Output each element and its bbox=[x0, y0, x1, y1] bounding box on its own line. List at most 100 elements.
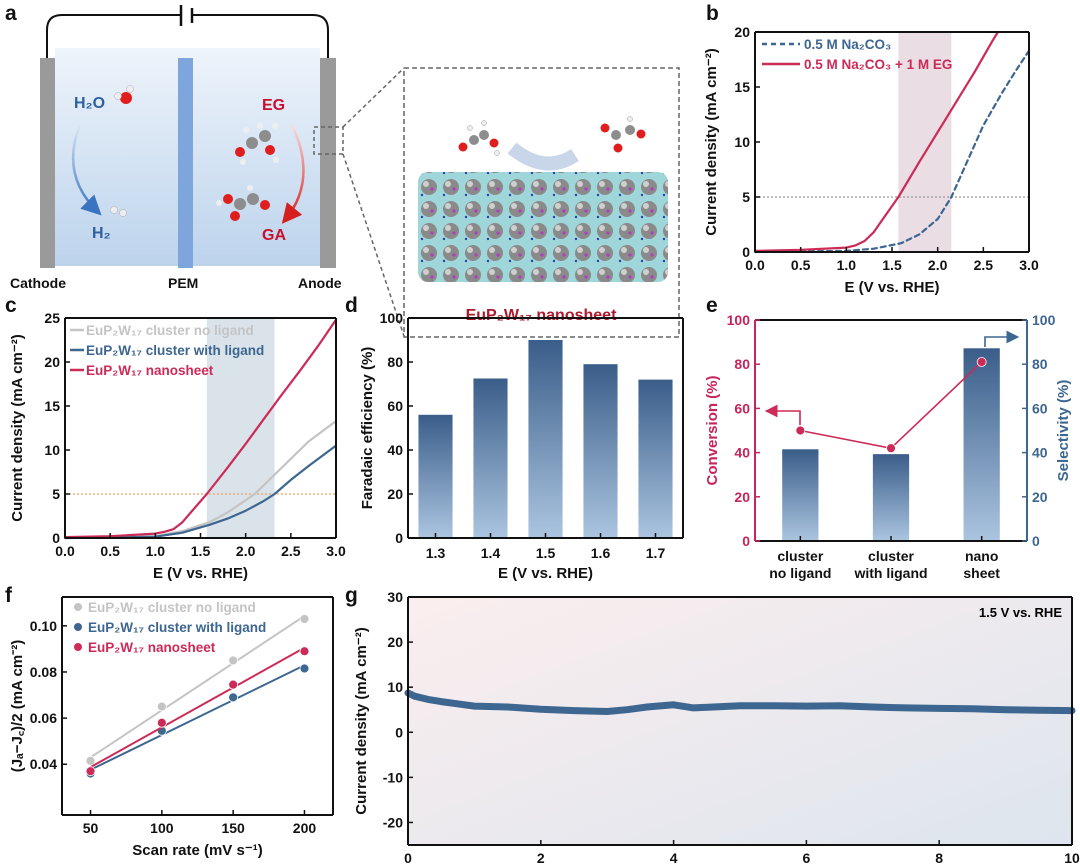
panel-label-d: d bbox=[345, 294, 358, 317]
panel-label-e: e bbox=[706, 294, 718, 317]
panel-label-c: c bbox=[5, 294, 17, 317]
y-tick-label: -10 bbox=[383, 769, 403, 785]
panel-c-chart: 0.0 0.5 1.0 1.5 2.0 2.5 3.0 0 5 10 15 20 25 E (V vs. … bbox=[9, 310, 346, 582]
data-point-e-1-0 bbox=[795, 425, 806, 436]
x-tick-label: 0.5 bbox=[100, 543, 120, 559]
x-tick-label: 0.0 bbox=[55, 543, 75, 559]
pem-label: PEM bbox=[168, 275, 198, 291]
data-point-f-2-2 bbox=[228, 679, 239, 690]
y-tick-label: 80 bbox=[387, 354, 403, 370]
x-tick-label: nano bbox=[965, 548, 998, 564]
x-tick-label: 1.5 bbox=[882, 257, 902, 273]
fit-line-f-0 bbox=[89, 615, 306, 759]
y-tick-label: -20 bbox=[383, 814, 403, 830]
y-tick-label: 0 bbox=[395, 530, 403, 546]
y-tick-label: 10 bbox=[734, 134, 750, 150]
anode-label: Anode bbox=[298, 275, 342, 291]
bar-e-2 bbox=[963, 348, 1000, 541]
x-tick-label: 2.5 bbox=[281, 543, 301, 559]
x-tick-label: 8 bbox=[935, 850, 943, 865]
y-tick-label: 60 bbox=[734, 400, 750, 416]
x-tick-label: 1.5 bbox=[536, 545, 556, 561]
series-line-c-2 bbox=[63, 318, 338, 539]
series-line-b-1 bbox=[753, 30, 999, 252]
eg-label: EG bbox=[262, 97, 285, 114]
x-tick-label: 4 bbox=[670, 850, 678, 865]
plot-background bbox=[408, 597, 1072, 845]
panel-f-chart: 50 100 150 200 0.04 0.06 0.08 0.10 Scan rate (mV… bbox=[9, 596, 334, 859]
y2-tick-label: 80 bbox=[1032, 356, 1048, 372]
panel-label-g: g bbox=[345, 584, 358, 607]
panel-a-diagram: H₂O H₂ EG GA Cathode PEM Anode bbox=[10, 5, 680, 338]
legend-marker bbox=[74, 603, 82, 611]
bar-d-0 bbox=[418, 414, 453, 538]
cathode-electrode bbox=[40, 58, 55, 268]
y-tick-label: 20 bbox=[734, 24, 750, 40]
legend-item: 0.5 M Na₂CO₃ + 1 M EG bbox=[762, 57, 952, 72]
y-tick-label: 20 bbox=[44, 354, 60, 370]
reduction-arrow-icon bbox=[71, 124, 102, 216]
selectivity-axis-arrow-icon bbox=[984, 330, 1020, 347]
x-tick-label: 1.0 bbox=[837, 257, 857, 273]
x-tick-label: 1.7 bbox=[646, 545, 666, 561]
y-tick-label: 15 bbox=[734, 79, 750, 95]
data-point-f-1-3 bbox=[299, 663, 310, 674]
y2-tick-label: 60 bbox=[1032, 400, 1048, 416]
y-tick-label: 5 bbox=[52, 486, 60, 502]
y2-tick-label: 100 bbox=[1032, 312, 1056, 328]
x-tick-label: 100 bbox=[150, 820, 174, 836]
nanosheet-structure bbox=[418, 172, 668, 282]
legend-item: EuP₂W₁₇ cluster with ligand bbox=[74, 620, 266, 635]
y-tick-label: 0.04 bbox=[30, 756, 57, 772]
y2-tick-label: 0 bbox=[1032, 533, 1040, 549]
y-tick-label: 40 bbox=[387, 442, 403, 458]
x-tick-label: 1.5 bbox=[191, 543, 211, 559]
legend-label: EuP₂W₁₇ cluster no ligand bbox=[86, 323, 254, 338]
legend-item: EuP₂W₁₇ cluster no ligand bbox=[74, 600, 256, 615]
data-point-f-2-0 bbox=[85, 766, 96, 777]
h2o-label: H₂O bbox=[74, 95, 105, 112]
x-tick-label: 2.5 bbox=[974, 257, 994, 273]
legend-marker bbox=[74, 643, 82, 651]
series-line-c-1 bbox=[63, 444, 338, 540]
condition-annotation: 1.5 V vs. RHE bbox=[979, 605, 1062, 620]
y-axis-title: Current density (mA cm⁻²) bbox=[9, 334, 26, 521]
x-tick-label: 6 bbox=[803, 850, 811, 865]
x-tick-label: 2.0 bbox=[928, 257, 948, 273]
x-tick-label: 2 bbox=[537, 850, 545, 865]
y-tick-label: 0 bbox=[742, 533, 750, 549]
legend-label: EuP₂W₁₇ nanosheet bbox=[86, 363, 214, 378]
y-tick-label: 20 bbox=[387, 486, 403, 502]
series-line-g-0 bbox=[404, 689, 1076, 715]
y-axis-title: Faradaic efficiency (%) bbox=[359, 347, 376, 510]
series-line-b-0 bbox=[753, 49, 1031, 254]
legend-label: EuP₂W₁₇ cluster with ligand bbox=[86, 343, 264, 358]
x-tick-label: with ligand bbox=[853, 565, 927, 581]
h2-label: H₂ bbox=[92, 225, 111, 242]
x-tick-label: 1.4 bbox=[481, 545, 501, 561]
pem-membrane bbox=[178, 58, 193, 268]
x-tick-label: 3.0 bbox=[1019, 257, 1039, 273]
data-point-f-0-2 bbox=[228, 655, 239, 666]
y-tick-label: 40 bbox=[734, 445, 750, 461]
y-tick-label: 0.08 bbox=[30, 664, 57, 680]
legend-item: EuP₂W₁₇ cluster with ligand bbox=[70, 343, 264, 358]
y-axis-title: Current density (mA cm⁻²) bbox=[353, 627, 370, 814]
bar-d-1 bbox=[473, 378, 508, 538]
legend-label: EuP₂W₁₇ cluster no ligand bbox=[88, 600, 256, 615]
y-tick-label: 0 bbox=[742, 244, 750, 260]
inset-conversion-arrow-icon bbox=[507, 142, 579, 171]
panel-label-b: b bbox=[706, 2, 719, 25]
cathode-label: Cathode bbox=[10, 275, 66, 291]
legend-item: EuP₂W₁₇ cluster no ligand bbox=[70, 323, 254, 338]
data-point-e-1-1 bbox=[886, 443, 896, 454]
highlight-band bbox=[898, 32, 952, 252]
zoom-region-box bbox=[313, 126, 344, 155]
y-tick-label: 100 bbox=[380, 310, 404, 326]
y2-axis-title: Selectivity (%) bbox=[1055, 380, 1072, 482]
inset-caption: EuP₂W₁₇ nanosheet bbox=[466, 307, 617, 324]
oxidation-arrow-icon bbox=[281, 124, 305, 224]
y-tick-label: 15 bbox=[44, 398, 60, 414]
